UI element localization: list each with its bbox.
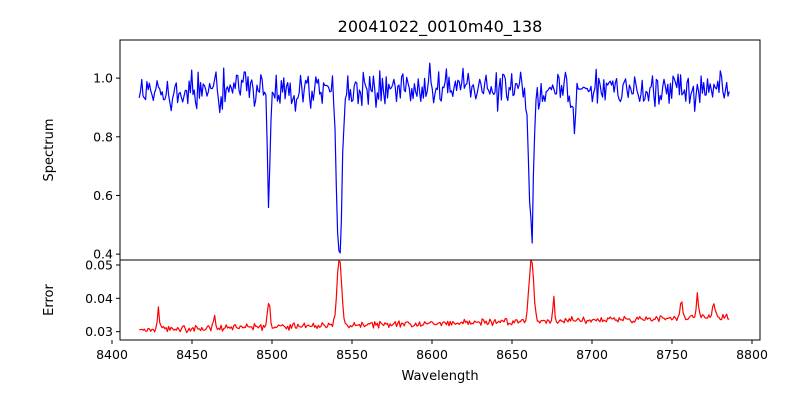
chart-title: 20041022_0010m40_138 [338, 17, 543, 37]
spectrum-panel: 0.4 0.6 0.8 1.0 Spectrum [42, 39, 761, 262]
spectrum-plot-area [120, 40, 760, 260]
spectrum-series-line [138, 62, 730, 254]
error-ytick-label: 0.05 [85, 258, 113, 273]
wavelength-xtick-label: 8450 [176, 347, 208, 362]
spectrum-ytick-label: 1.0 [93, 71, 113, 86]
spectrum-y-ticks: 0.4 0.6 0.8 1.0 [93, 71, 120, 262]
x-axis-label: Wavelength [401, 369, 478, 384]
wavelength-xtick-label: 8400 [96, 347, 128, 362]
error-ytick-label: 0.03 [85, 324, 113, 339]
error-series-line [139, 259, 730, 334]
wavelength-x-ticks: 8400 8450 8500 8550 8600 8650 8700 8750 8800 [96, 340, 768, 362]
wavelength-xtick-label: 8750 [656, 347, 688, 362]
spectrum-ytick-label: 0.4 [93, 247, 113, 262]
error-plot-area [120, 260, 760, 340]
wavelength-xtick-label: 8600 [416, 347, 448, 362]
wavelength-xtick-label: 8700 [576, 347, 608, 362]
error-axes-frame [119, 259, 761, 341]
error-panel: 0.03 0.04 0.05 8400 8450 8500 8550 8600 8650 870… [42, 258, 768, 385]
spectrum-ytick-label: 0.6 [93, 188, 113, 203]
wavelength-xtick-label: 8650 [496, 347, 528, 362]
error-ytick-label: 0.04 [85, 291, 113, 306]
wavelength-xtick-label: 8500 [256, 347, 288, 362]
error-y-axis-label: Error [42, 284, 57, 316]
spectrum-ytick-label: 0.8 [93, 129, 113, 144]
error-y-ticks: 0.03 0.04 0.05 [85, 258, 120, 339]
wavelength-xtick-label: 8550 [336, 347, 368, 362]
wavelength-xtick-label: 8800 [736, 347, 768, 362]
spectrum-y-axis-label: Spectrum [42, 119, 57, 182]
